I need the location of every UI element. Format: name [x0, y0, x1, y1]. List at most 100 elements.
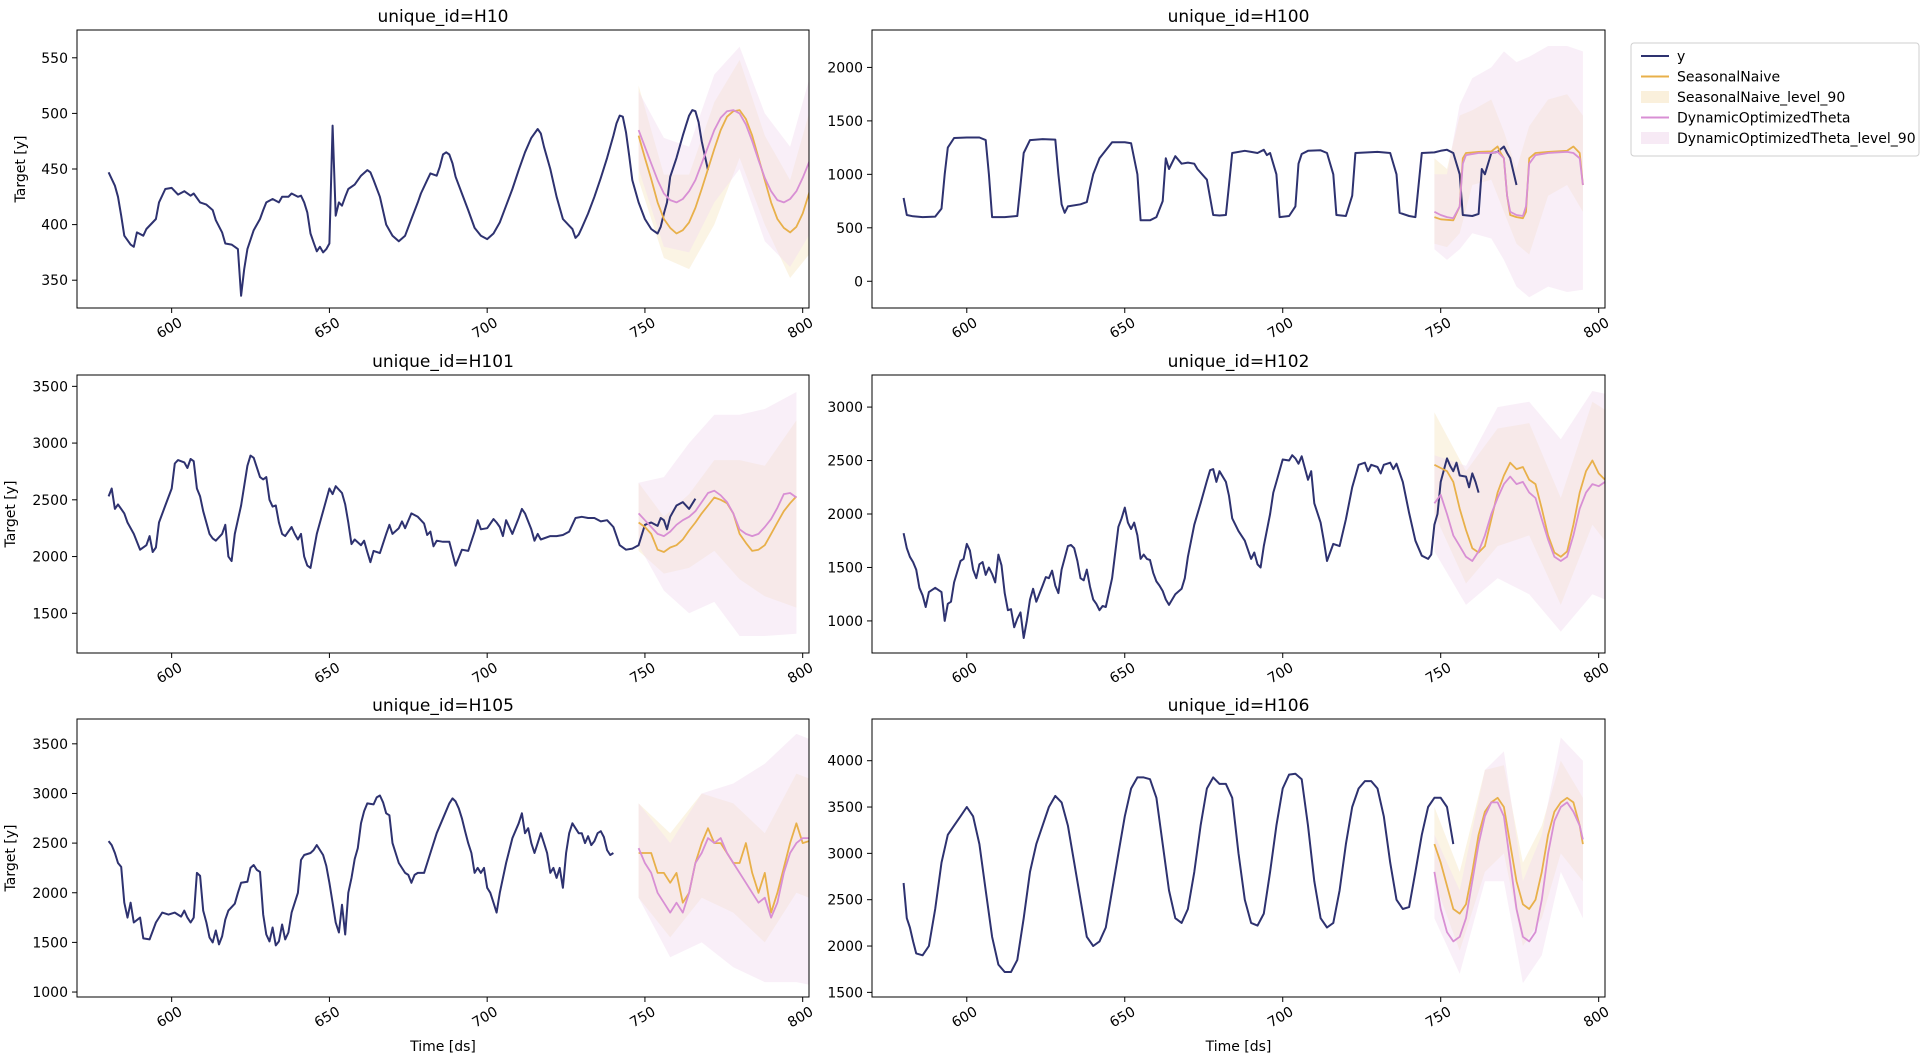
plot-area [107, 733, 809, 985]
y-tick-label: 400 [41, 218, 68, 234]
x-tick-label: 800 [1581, 1004, 1612, 1031]
plot-area [902, 391, 1605, 639]
y-tick-label: 1000 [827, 167, 863, 183]
x-tick-label: 700 [470, 1004, 501, 1031]
panel-1: 350 400 450 500 550 600 650 700 750 800 unique_id=… [13, 7, 816, 342]
y-tick-label: 0 [854, 274, 863, 290]
y-tick-label: 1500 [827, 114, 863, 130]
x-tick-label: 650 [312, 1004, 343, 1031]
plot-area [107, 392, 798, 636]
y-tick-label: 3000 [827, 400, 863, 416]
panel-title: unique_id=H106 [1168, 696, 1310, 716]
y-tick-label: 550 [41, 51, 68, 67]
y-tick-label: 2000 [827, 60, 863, 76]
legend-label-dynamicoptimizedtheta-level-90: DynamicOptimizedTheta_level_90 [1677, 131, 1916, 147]
x-tick-label: 600 [949, 1004, 980, 1031]
x-axis-label: Time [ds] [409, 1039, 476, 1055]
x-tick-label: 800 [1581, 315, 1612, 342]
y-tick-label: 1500 [827, 985, 863, 1001]
y-tick-label: 3000 [32, 786, 68, 802]
y-tick-label: 1000 [827, 614, 863, 630]
series-line-seasonalnaive [1433, 459, 1605, 558]
x-tick-label: 700 [1265, 1004, 1296, 1031]
x-tick-label: 750 [627, 1004, 658, 1031]
band-dynamicoptimizedtheta-level-90 [638, 46, 809, 267]
x-tick-label: 800 [785, 660, 816, 687]
x-tick-label: 750 [1423, 315, 1454, 342]
series-line-dynamicoptimizedtheta [637, 109, 809, 204]
legend-label-seasonalnaive: SeasonalNaive [1677, 70, 1780, 86]
legend-label-y: y [1677, 49, 1685, 65]
x-tick-label: 600 [154, 660, 185, 687]
x-tick-label: 750 [627, 660, 658, 687]
series-line-dynamicoptimizedtheta [1433, 801, 1584, 943]
legend: y SeasonalNaive SeasonalNaive_level_90 Dyna… [1630, 42, 1920, 157]
x-tick-label: 700 [1265, 660, 1296, 687]
x-tick-label: 600 [154, 315, 185, 342]
x-tick-label: 600 [949, 660, 980, 687]
y-tick-label: 3000 [827, 846, 863, 862]
legend-swatch-seasonalnaive-level-90 [1641, 91, 1669, 103]
x-tick-label: 650 [1107, 1004, 1138, 1031]
series-line-y [107, 109, 709, 297]
series-line-dynamicoptimizedtheta [637, 837, 809, 919]
band-seasonalnaive-level-90 [638, 420, 797, 608]
x-tick-label: 700 [1265, 315, 1296, 342]
x-tick-label: 800 [785, 315, 816, 342]
series-line-seasonalnaive [637, 109, 809, 235]
y-tick-label: 500 [836, 221, 863, 237]
plot-area [107, 46, 809, 297]
x-tick-label: 750 [1423, 660, 1454, 687]
axes-frame [76, 718, 810, 998]
series-line-dynamicoptimizedtheta [637, 489, 797, 537]
x-tick-label: 650 [1107, 315, 1138, 342]
band-seasonalnaive-level-90 [638, 60, 809, 278]
legend-label-dynamicoptimizedtheta: DynamicOptimizedTheta [1677, 111, 1851, 127]
y-tick-label: 3500 [32, 379, 68, 395]
y-tick-label: 2000 [827, 939, 863, 955]
x-tick-label: 600 [154, 1004, 185, 1031]
y-tick-label: 2000 [827, 507, 863, 523]
y-tick-label: 350 [41, 273, 68, 289]
series-line-y [902, 772, 1455, 973]
panel-3: 1500 2000 2500 3000 3500 600 650 700 750 800 uniqu… [3, 352, 816, 687]
panel-4: 1000 1500 2000 2500 3000 600 650 700 750 800 uniqu… [827, 352, 1612, 687]
y-tick-label: 1500 [32, 606, 68, 622]
y-tick-label: 3500 [32, 737, 68, 753]
axes-frame [871, 29, 1606, 309]
panel-title: unique_id=H105 [372, 696, 514, 716]
x-axis-label: Time [ds] [1205, 1039, 1272, 1055]
panel-title: unique_id=H10 [378, 7, 509, 27]
legend-swatch-dynamicoptimizedtheta-level-90 [1641, 132, 1669, 144]
x-tick-label: 750 [1423, 1004, 1454, 1031]
x-tick-label: 700 [470, 315, 501, 342]
plot-area [902, 46, 1584, 298]
series-line-y [902, 454, 1480, 639]
x-tick-label: 800 [785, 1004, 816, 1031]
legend-label-seasonalnaive-level-90: SeasonalNaive_level_90 [1677, 90, 1845, 106]
panels: 350 400 450 500 550 600 650 700 750 800 unique_id=… [3, 7, 1612, 1055]
panel-6: 1500 2000 2500 3000 3500 4000 600 650 700 750 800 u… [827, 696, 1612, 1055]
y-tick-label: 2500 [32, 493, 68, 509]
series-line-dynamicoptimizedtheta [1433, 150, 1584, 220]
band-dynamicoptimizedtheta-level-90 [1434, 391, 1605, 632]
series-line-dynamicoptimizedtheta [1433, 475, 1605, 562]
series-line-y [107, 454, 697, 569]
x-tick-label: 600 [949, 315, 980, 342]
x-tick-label: 800 [1581, 660, 1612, 687]
axes-frame [76, 374, 810, 654]
plot-area [902, 737, 1584, 984]
band-dynamicoptimizedtheta-level-90 [1434, 737, 1583, 984]
series-line-y [107, 794, 614, 947]
band-dynamicoptimizedtheta-level-90 [1434, 46, 1583, 298]
panel-title: unique_id=H102 [1168, 352, 1310, 372]
legend-box [1630, 42, 1920, 157]
y-axis-label: Target [y] [3, 481, 19, 549]
series-line-seasonalnaive [638, 495, 798, 553]
y-tick-label: 1000 [32, 985, 68, 1001]
y-tick-label: 2500 [32, 836, 68, 852]
y-tick-label: 3500 [827, 800, 863, 816]
y-tick-label: 2500 [827, 893, 863, 909]
x-tick-label: 750 [627, 315, 658, 342]
